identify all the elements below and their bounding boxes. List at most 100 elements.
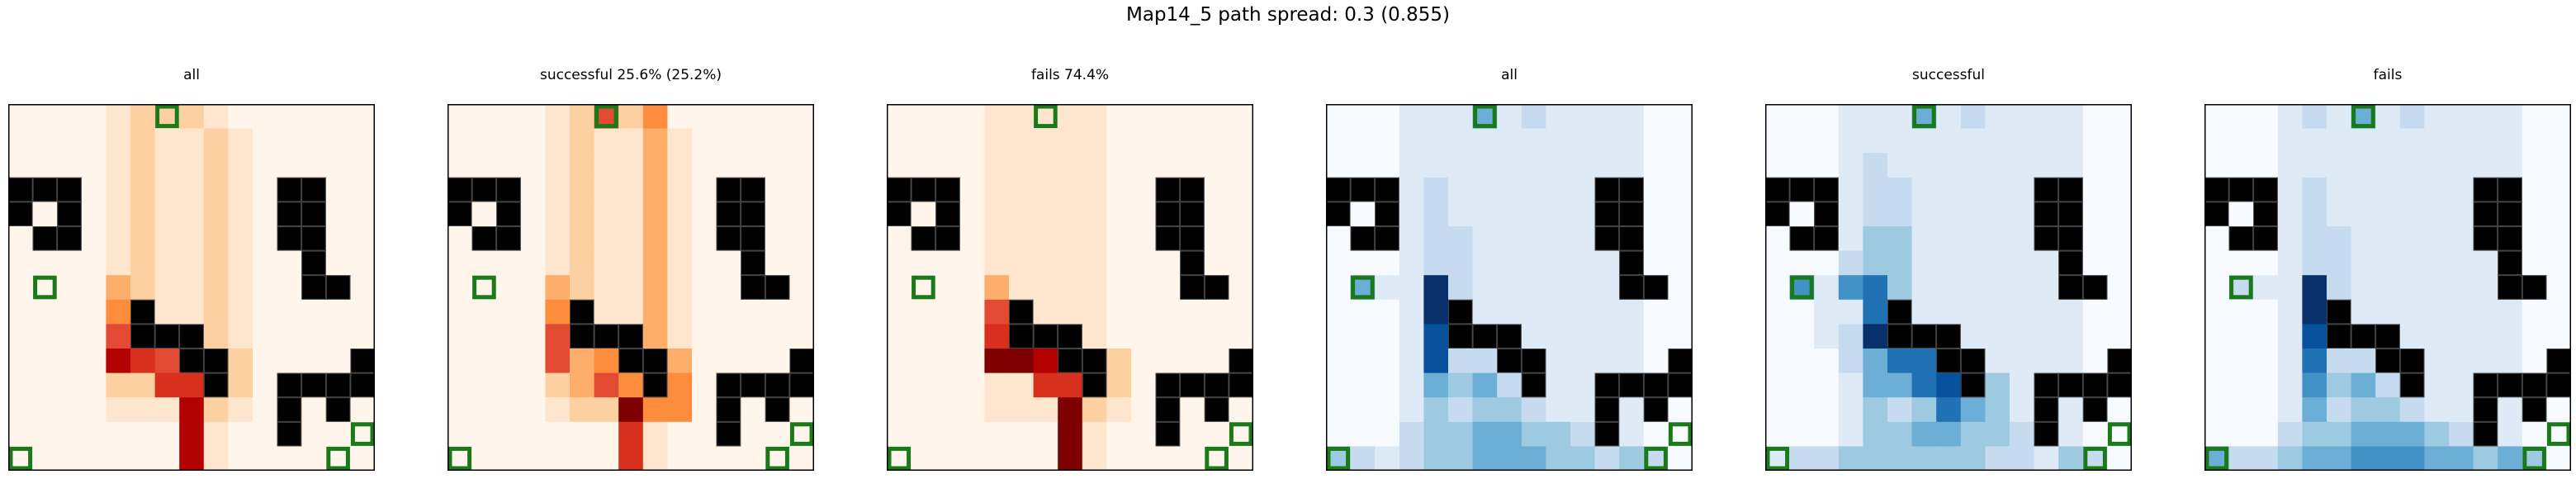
obstacle-cell: [325, 275, 351, 301]
heat-cell: [1155, 153, 1181, 178]
goal-marker: [1351, 275, 1375, 300]
obstacle-cell: [2253, 202, 2279, 227]
heat-cell: [1399, 446, 1424, 471]
obstacle-cell: [2498, 275, 2523, 301]
heat-cell: [2327, 397, 2352, 423]
obstacle-cell: [1814, 177, 1840, 202]
heat-cell: [1643, 153, 1669, 178]
heat-cell: [618, 421, 644, 447]
heat-cell: [2399, 104, 2425, 130]
heat-cell: [1546, 226, 1571, 252]
obstacle-cell: [325, 397, 351, 423]
heat-cell: [1399, 128, 1424, 154]
obstacle-cell: [1814, 202, 1840, 227]
heat-cell: [2546, 202, 2571, 227]
obstacle-cell: [1009, 324, 1035, 349]
heat-cell: [2399, 324, 2425, 349]
heat-cell: [2351, 275, 2376, 301]
heat-cell: [228, 250, 253, 276]
obstacle-cell: [2399, 372, 2425, 398]
obstacle-outline: [716, 421, 741, 447]
heat-cell: [2204, 372, 2230, 398]
heat-cell: [8, 397, 34, 423]
heat-cell: [1936, 104, 1962, 130]
obstacle-outline: [618, 324, 643, 349]
heat-cell: [228, 349, 253, 374]
obstacle-outline: [1643, 397, 1669, 422]
heat-cell: [57, 446, 83, 471]
heat-cell: [325, 349, 351, 374]
heat-cell: [520, 250, 546, 276]
heat-cell: [959, 153, 985, 178]
heat-cell: [2399, 421, 2425, 447]
heat-cell: [1546, 446, 1571, 471]
heat-cell: [1789, 128, 1815, 154]
heat-cell: [277, 299, 302, 325]
heat-cell: [179, 128, 205, 154]
heat-cell: [1229, 446, 1253, 471]
heat-cell: [1863, 104, 1888, 130]
obstacle-outline: [716, 397, 741, 422]
heat-cell: [1497, 299, 1522, 325]
heat-cell: [277, 275, 302, 301]
heat-cell: [2449, 104, 2474, 130]
heat-cell: [2375, 421, 2401, 447]
heat-cell: [1838, 324, 1863, 349]
heat-cell: [32, 324, 58, 349]
heat-cell: [2253, 275, 2279, 301]
heat-cell: [765, 202, 790, 227]
obstacle-outline: [130, 324, 155, 349]
heat-cell: [1204, 202, 1229, 227]
heat-cell: [2010, 202, 2035, 227]
heat-cell: [618, 275, 644, 301]
obstacle-outline: [570, 324, 594, 349]
heat-cell: [253, 349, 278, 374]
heat-cell: [789, 299, 814, 325]
heat-cell: [1765, 104, 1791, 130]
heat-cell: [1204, 153, 1229, 178]
obstacle-cell: [2327, 324, 2352, 349]
heat-cell: [2058, 324, 2084, 349]
heat-cell: [1619, 397, 1645, 423]
obstacle-cell: [2473, 177, 2498, 202]
heat-cell: [1936, 446, 1962, 471]
heat-cell: [887, 372, 912, 398]
obstacle-cell: [1204, 397, 1229, 423]
heat-cell: [642, 275, 668, 301]
obstacle-cell: [1668, 349, 1693, 374]
heat-cell: [887, 275, 912, 301]
heat-cell: [1448, 250, 1474, 276]
heat-cell: [642, 446, 668, 471]
heat-cell: [496, 324, 522, 349]
heat-cell: [81, 153, 107, 178]
heat-cell: [1033, 275, 1058, 301]
obstacle-outline: [2473, 202, 2498, 226]
heat-cell: [1546, 397, 1571, 423]
heat-cell: [2228, 324, 2254, 349]
heat-cell: [1765, 226, 1791, 252]
obstacle-cell: [2058, 177, 2084, 202]
heat-cell: [1448, 397, 1474, 423]
heat-cell: [984, 446, 1010, 471]
heat-cell: [1082, 324, 1107, 349]
obstacle-outline: [1204, 397, 1229, 422]
obstacle-cell: [130, 299, 156, 325]
heat-cell: [2010, 250, 2035, 276]
heat-cell: [2546, 153, 2571, 178]
heat-cell: [1131, 177, 1157, 202]
heat-cell: [1399, 177, 1424, 202]
heat-cell: [741, 421, 766, 447]
heat-cell: [2010, 177, 2035, 202]
obstacle-cell: [1229, 349, 1253, 374]
heat-cell: [154, 250, 180, 276]
heat-cell: [496, 421, 522, 447]
obstacle-outline: [277, 372, 302, 398]
heat-cell: [2522, 250, 2547, 276]
heat-cell: [2228, 397, 2254, 423]
heat-cell: [741, 446, 766, 471]
heat-cell: [2302, 104, 2327, 130]
obstacle-outline: [1375, 226, 1399, 251]
obstacle-cell: [1497, 324, 1522, 349]
obstacle-cell: [2498, 226, 2523, 252]
heat-cell: [1643, 202, 1669, 227]
